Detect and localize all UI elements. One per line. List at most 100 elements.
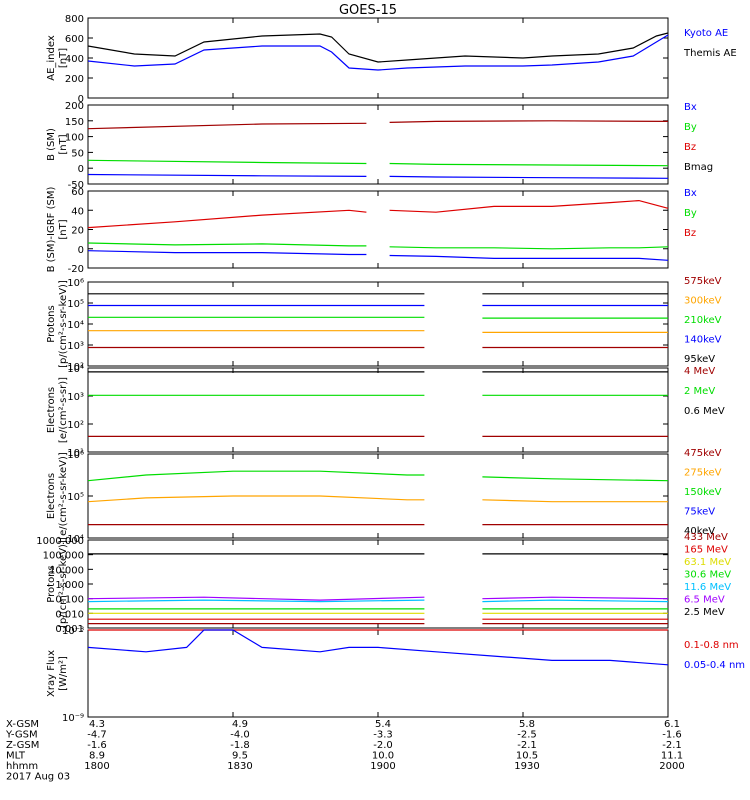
panel-frame [87, 190, 669, 269]
legend-entry: 0.6 MeV [684, 406, 725, 417]
series-line-green [87, 159, 367, 165]
series-line-blue [87, 34, 669, 71]
legend-entry: 210keV [684, 315, 722, 326]
y-axis-label: Xray Flux [46, 650, 57, 697]
panel-frame [87, 104, 669, 185]
panel-bigrf: -20 0 20 40 60 B (SM)-IGRF (SM) [nT] Bx By Bz [46, 187, 697, 275]
y-tick-label: 10⁻⁹ [62, 713, 84, 724]
legend-entry: 4 MeV [684, 366, 715, 377]
y-tick-label: 0.100 [55, 595, 84, 606]
legend-entry: Bz [684, 228, 696, 239]
orbit-row-label: Z-GSM [6, 740, 39, 751]
orbit-row-label: MLT [6, 751, 26, 762]
panel-electrons1: 10¹ 10² 10³ 10⁴ Electrons [e/(cm²-s-sr)] 4 MeV… [46, 364, 725, 459]
orbit-value: -1.6 [87, 740, 107, 751]
y-tick-label: 40 [71, 206, 84, 217]
legend-entry: Bz [684, 142, 696, 153]
legend-entry: 275keV [684, 468, 722, 479]
orbit-value: -2.1 [662, 740, 682, 751]
y-tick-label: 10.000 [49, 565, 84, 576]
y-tick-label: 200 [65, 101, 84, 112]
y-tick-label: 20 [71, 226, 84, 237]
panel-frame [87, 367, 669, 453]
orbit-row-label: Y-GSM [5, 730, 38, 741]
panel-frame [87, 629, 669, 718]
legend-entry: 575keV [684, 276, 722, 287]
orbit-value: 11.1 [661, 751, 683, 762]
series-line-blue [389, 175, 669, 179]
orbit-value: 5.8 [519, 719, 535, 730]
orbit-value: 9.5 [232, 751, 248, 762]
y-axis-units: [nT] [58, 219, 69, 239]
y-tick-label: 0.010 [55, 609, 84, 620]
y-tick-label: -20 [68, 264, 84, 275]
orbit-value: -2.1 [517, 740, 537, 751]
legend-entry: 30.6 MeV [684, 570, 731, 581]
panel-hiprotons: 0.001 0.010 0.100 1.000 10.000 100.000 1000.00… [36, 532, 731, 635]
orbit-value: -2.5 [517, 730, 537, 741]
panel-frame [87, 453, 669, 539]
panel-protons: 10² 10³ 10⁴ 10⁵ 10⁶ Protons [p/(cm²-s-sr-keV)]… [46, 276, 722, 373]
series-line-darkred [389, 120, 669, 123]
orbit-value: -4.0 [230, 730, 250, 741]
legend-entry: Bmag [684, 162, 713, 173]
legend-entry: Bx [684, 188, 697, 199]
y-tick-label: 150 [65, 117, 84, 128]
y-tick-label: 400 [65, 54, 84, 65]
panel-electrons2: 10⁴ 10⁵ 10⁶ Electrons [e/(cm²-s-sr-keV)] 475k… [46, 448, 722, 545]
legend-entry: 2 MeV [684, 386, 715, 397]
y-tick-label: 0.001 [55, 624, 84, 635]
legend-entry: Kyoto AE [684, 28, 728, 39]
series-line-cyan [87, 599, 425, 603]
legend-entry: 140keV [684, 335, 722, 346]
legend-entry: 75keV [684, 507, 715, 518]
y-tick-label: 1000.000 [36, 536, 84, 547]
legend-entry: 0.05-0.4 nm [684, 660, 745, 671]
legend-entry: 475keV [684, 448, 722, 459]
y-tick-label: 10² [67, 420, 84, 431]
y-tick-label: 10⁴ [67, 364, 84, 375]
y-axis-label: Electrons [46, 387, 57, 433]
orbit-date: 2017 Aug 03 [6, 772, 70, 783]
legend-entry: Bx [684, 102, 697, 113]
orbit-row-label: X-GSM [6, 719, 39, 730]
orbit-value: -4.7 [87, 730, 107, 741]
series-line-orange [482, 499, 668, 503]
y-tick-label: 10⁻⁸ [62, 626, 84, 637]
y-tick-label: 0 [78, 245, 84, 256]
y-tick-label: 10⁴ [67, 320, 84, 331]
y-axis-units: [e/(cm²-s-sr-keV)] [58, 452, 69, 540]
legend-entry: 6.5 MeV [684, 595, 725, 606]
legend-entry: 40keV [684, 526, 715, 537]
y-tick-label: 10¹ [67, 448, 84, 459]
legend-entry: 433 MeV [684, 532, 728, 543]
y-tick-label: 10² [67, 362, 84, 373]
y-axis-units: [e/(cm²-s-sr)] [58, 377, 69, 443]
y-tick-label: 60 [71, 187, 84, 198]
orbit-value: 4.9 [232, 719, 248, 730]
series-line-purple [87, 596, 425, 601]
series-line-red [389, 199, 669, 213]
orbit-value: -3.3 [373, 730, 393, 741]
orbit-value: -1.8 [230, 740, 250, 751]
legend-entry: 2.5 MeV [684, 607, 725, 618]
y-tick-label: 1.000 [55, 580, 84, 591]
orbit-value: 10.0 [372, 751, 394, 762]
legend-entry: 300keV [684, 296, 722, 307]
y-axis-units: [W/m²] [58, 656, 69, 691]
series-line-green [482, 476, 669, 482]
orbit-value: 4.3 [89, 719, 105, 730]
series-line-green [389, 162, 669, 167]
y-tick-label: 10⁴ [67, 534, 84, 545]
panel-ae: 0 200 400 600 800 AE_index [nT] Kyoto AE Themis … [46, 14, 737, 105]
y-tick-label: 10³ [67, 341, 84, 352]
series-line-blue [87, 629, 669, 666]
series-line-orange [87, 495, 425, 503]
orbit-row-label: hhmm [6, 761, 38, 772]
y-tick-label: 100 [65, 133, 84, 144]
legend-entry: 95keV [684, 354, 715, 365]
legend-entry: 0.1-0.8 nm [684, 640, 739, 651]
series-line-purple [482, 596, 669, 600]
